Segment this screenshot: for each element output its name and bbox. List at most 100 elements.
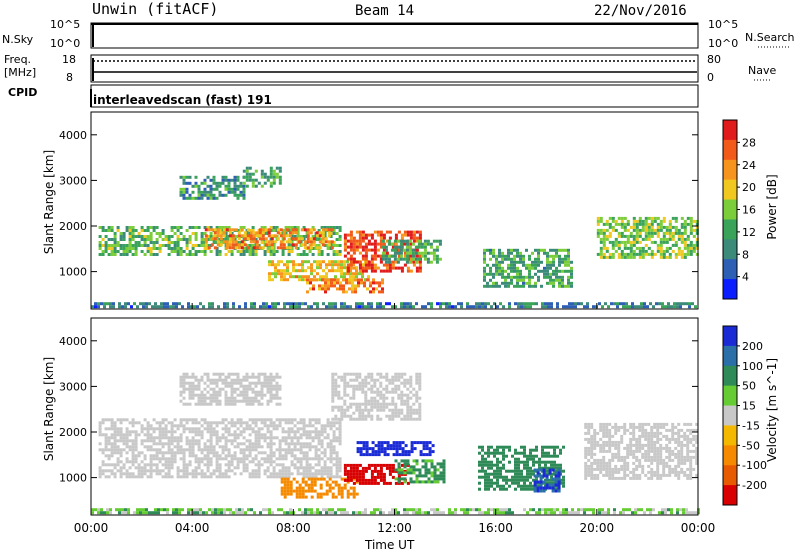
heatmap-cell [428,450,432,454]
heatmap-cell [281,439,285,443]
heatmap-cell [182,187,186,191]
heatmap-cell [158,469,162,473]
heatmap-cell [590,470,594,474]
heatmap-cell [269,229,273,232]
heatmap-cell [179,421,183,425]
heatmap-cell [391,305,394,309]
heatmap-cell [251,390,255,394]
heatmap-cell [304,480,308,484]
heatmap-cell [405,242,409,246]
heatmap-cell [160,302,163,306]
heatmap-cell [343,486,347,490]
heatmap-cell [179,193,183,197]
heatmap-cell [116,433,120,437]
heatmap-cell [409,468,413,472]
heatmap-cell [227,402,231,406]
heatmap-cell [343,414,347,418]
heatmap-cell [435,248,439,252]
heatmap-cell [523,466,526,470]
heatmap-cell [562,481,565,485]
heatmap-cell [119,475,123,479]
heatmap-cell [119,454,123,458]
heatmap-cell [310,489,314,493]
heatmap-cell [352,245,356,249]
heatmap-cell [158,439,162,443]
heatmap-cell [358,236,362,240]
heatmap-cell [149,475,153,479]
heatmap-cell [327,284,330,288]
heatmap-cell [242,457,246,461]
heatmap-cell [514,463,517,467]
heatmap-cell [309,246,313,250]
heatmap-cell [113,244,117,247]
heatmap-cell [650,461,654,465]
heatmap-cell [507,275,510,279]
heatmap-cell [230,393,234,397]
heatmap-cell [478,445,481,449]
heatmap-cell [538,457,541,461]
heatmap-cell [650,458,654,462]
heatmap-cell [508,305,511,309]
heatmap-cell [280,260,283,264]
heatmap-cell [352,489,356,493]
heatmap-cell [194,402,198,406]
heatmap-cell [304,275,307,279]
heatmap-cell [194,433,198,437]
heatmap-cell [671,422,675,426]
heatmap-cell [309,278,312,282]
heatmap-cell [495,260,498,264]
heatmap-cell [352,486,356,490]
heatmap-cell [548,468,552,472]
heatmap-cell [206,430,210,434]
heatmap-cell [173,250,177,253]
heatmap-cell [614,428,618,432]
heatmap-cell [529,466,532,470]
heatmap-cell [218,241,222,244]
beam-title: Beam 14 [355,3,415,19]
heatmap-cell [602,240,606,244]
heatmap-cell [233,235,237,238]
heatmap-cell [534,257,537,261]
heatmap-cell [526,463,529,467]
heatmap-cell [555,251,558,255]
heatmap-cell [292,260,295,264]
heatmap-cell [236,175,240,179]
heatmap-cell [533,468,537,472]
heatmap-cell [257,402,261,406]
heatmap-cell [268,275,271,279]
heatmap-cell [209,381,213,385]
heatmap-cell [583,305,586,309]
heatmap-cell [254,418,258,422]
heatmap-cell [309,281,312,285]
heatmap-cell [514,487,517,491]
heatmap-cell [426,239,430,243]
heatmap-cell [170,463,174,467]
heatmap-cell [104,454,108,458]
heatmap-cell [562,445,565,449]
heatmap-cell [496,469,499,473]
heatmap-cell [283,278,286,282]
heatmap-cell [493,472,496,476]
heatmap-cell [314,463,318,467]
heatmap-cell [641,446,645,450]
heatmap-cell [397,462,401,466]
heatmap-cell [203,427,207,431]
heatmap-cell [149,427,153,431]
heatmap-cell [298,483,302,487]
heatmap-cell [689,470,693,474]
heatmap-cell [203,232,207,235]
heatmap-cell [249,240,253,244]
heatmap-cell [514,466,517,470]
heatmap-cell [490,478,493,482]
heatmap-cell [689,243,693,247]
heatmap-cell [362,441,366,445]
heatmap-cell [331,266,334,270]
heatmap-cell [152,418,156,422]
heatmap-cell [351,284,354,288]
heatmap-cell [523,481,526,485]
heatmap-cell [225,243,229,247]
heatmap-cell [590,422,594,426]
heatmap-cell [587,464,591,468]
heatmap-cell [286,489,290,493]
heatmap-cell [149,466,153,470]
